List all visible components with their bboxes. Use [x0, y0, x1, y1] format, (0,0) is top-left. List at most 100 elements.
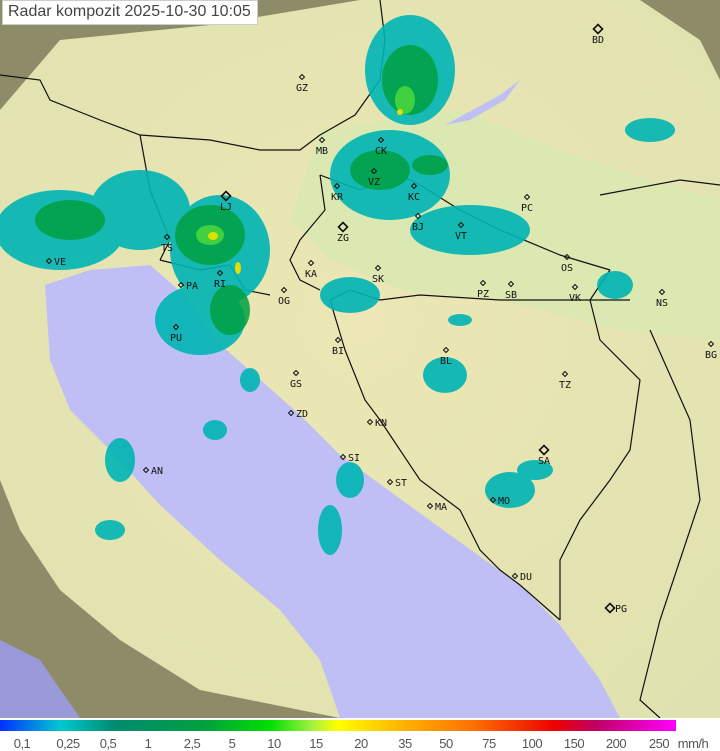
city-label: GS — [290, 379, 302, 390]
city-label: SI — [348, 453, 360, 464]
legend-tick: 250 — [648, 736, 670, 751]
city-marker-icon — [538, 444, 550, 456]
legend-tick: 0,5 — [99, 736, 117, 751]
city-ve: VE — [45, 257, 66, 268]
city-marker-icon — [334, 336, 342, 344]
city-marker-icon — [426, 502, 434, 510]
city-gs: GS — [290, 369, 302, 390]
city-label: BI — [332, 346, 344, 357]
legend-tick: 100 — [521, 736, 543, 751]
city-pg: PG — [604, 602, 627, 615]
city-marker-icon — [377, 136, 385, 144]
city-label: RI — [214, 279, 226, 290]
city-label: ZD — [296, 409, 308, 420]
city-marker-icon — [163, 233, 171, 241]
city-marker-icon — [318, 136, 326, 144]
city-marker-icon — [333, 182, 341, 190]
city-lj: LJ — [220, 190, 232, 213]
city-tz: TZ — [559, 370, 571, 391]
city-label: SA — [538, 456, 550, 467]
city-marker-icon — [658, 288, 666, 296]
city-marker-icon — [370, 167, 378, 175]
city-label: NS — [656, 298, 668, 309]
city-label: VT — [455, 231, 467, 242]
city-marker-icon — [414, 212, 422, 220]
city-marker-icon — [216, 269, 224, 277]
legend-tick: 15 — [309, 736, 323, 751]
city-vk: VK — [569, 283, 581, 304]
city-label: CK — [375, 146, 387, 157]
city-label: TZ — [559, 380, 571, 391]
city-label: BG — [705, 350, 717, 361]
city-ts: TS — [161, 233, 173, 254]
city-marker-icon — [563, 253, 571, 261]
city-marker-icon — [592, 23, 604, 35]
legend-tick: 0,25 — [56, 736, 80, 751]
city-label: BD — [592, 35, 604, 46]
city-bi: BI — [332, 336, 344, 357]
city-an: AN — [142, 466, 163, 477]
city-label: MO — [498, 496, 510, 507]
city-marker-icon — [507, 280, 515, 288]
city-label: PA — [186, 281, 198, 292]
city-sk: SK — [372, 264, 384, 285]
city-label: VE — [54, 257, 66, 268]
radar-map: BD GZ MB CK VZ KR KC BJ PC VT ZG LJ TS VE RI KA SK OS PZ SB… — [0, 0, 720, 718]
city-marker-icon — [45, 257, 53, 265]
city-label: PC — [521, 203, 533, 214]
city-label: KR — [331, 192, 344, 203]
city-marker-icon — [442, 346, 450, 354]
city-marker-icon — [292, 369, 300, 377]
legend-tick: 20 — [354, 736, 368, 751]
city-marker-icon — [604, 602, 616, 614]
legend-tick: 75 — [482, 736, 496, 751]
city-marker-icon — [511, 572, 519, 580]
city-marker-icon — [339, 453, 347, 461]
city-label: MA — [435, 502, 447, 513]
city-marker-icon — [280, 286, 288, 294]
city-marker-icon — [561, 370, 569, 378]
city-ri: RI — [214, 269, 226, 290]
city-label: BJ — [412, 222, 424, 233]
city-label: BL — [440, 356, 452, 367]
city-marker-icon — [707, 340, 715, 348]
city-ma: MA — [426, 502, 447, 513]
city-label: DU — [520, 572, 532, 583]
city-label: KN — [375, 418, 387, 429]
city-label: KA — [305, 269, 317, 280]
city-kr: KR — [331, 182, 344, 203]
city-pa: PA — [177, 281, 198, 292]
city-marker-icon — [523, 193, 531, 201]
legend-tick: 200 — [605, 736, 627, 751]
city-ck: CK — [375, 136, 387, 157]
city-vz: VZ — [368, 167, 380, 188]
city-marker-icon — [457, 221, 465, 229]
legend-tick: 10 — [267, 736, 281, 751]
city-marker-icon — [571, 283, 579, 291]
city-label: PG — [615, 604, 627, 615]
city-label: SB — [505, 290, 517, 301]
city-marker-icon — [142, 466, 150, 474]
legend-tick: 150 — [563, 736, 585, 751]
city-bd: BD — [592, 23, 604, 46]
city-sa: SA — [538, 444, 550, 467]
city-gz: GZ — [296, 73, 308, 94]
city-label: MB — [316, 146, 328, 157]
legend-tick: 5 — [228, 736, 236, 751]
legend-ticks: 0,1 0,25 0,5 1 2,5 5 10 15 20 35 50 75 100 150 200 250 m… — [0, 736, 720, 751]
city-label: KC — [408, 192, 420, 203]
city-mb: MB — [316, 136, 328, 157]
city-label: OS — [561, 263, 573, 274]
city-marker-icon — [172, 323, 180, 331]
sea — [45, 265, 620, 718]
city-marker-icon — [366, 418, 374, 426]
city-label: VK — [569, 293, 581, 304]
legend-tick: 1 — [144, 736, 152, 751]
city-bl: BL — [440, 346, 452, 367]
legend-tick: 0,1 — [13, 736, 31, 751]
city-marker-icon — [479, 279, 487, 287]
city-label: PZ — [477, 289, 489, 300]
city-bg: BG — [705, 340, 717, 361]
city-marker-icon — [386, 478, 394, 486]
city-label: PU — [170, 333, 182, 344]
